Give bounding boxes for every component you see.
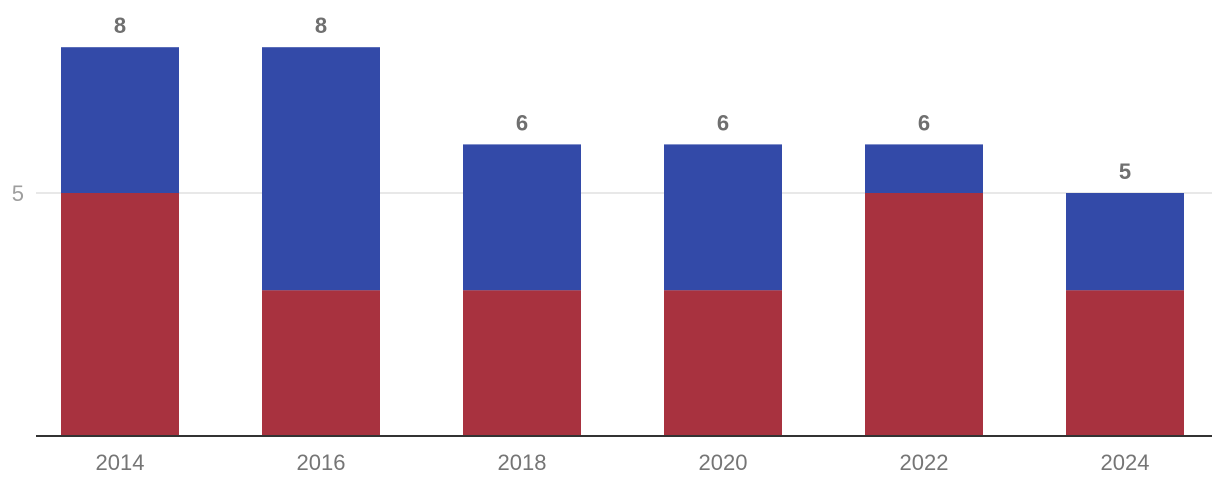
y-tick-label-0: 5 xyxy=(12,181,24,206)
total-label-2016: 8 xyxy=(315,13,327,38)
x-tick-labels: 2014 2016 2018 2020 2022 2024 xyxy=(96,450,1150,475)
bar-2022-series-0 xyxy=(865,193,983,436)
bar-2024-series-1 xyxy=(1066,193,1184,291)
x-tick-label-2014: 2014 xyxy=(96,450,145,475)
bar-2016-series-0 xyxy=(262,290,380,436)
bar-2014-series-0 xyxy=(61,193,179,436)
x-tick-label-2018: 2018 xyxy=(498,450,547,475)
x-tick-label-2020: 2020 xyxy=(699,450,748,475)
y-tick-labels: 5 xyxy=(12,181,24,206)
total-label-2020: 6 xyxy=(717,110,729,135)
bar-2020-series-0 xyxy=(664,290,782,436)
x-tick-label-2016: 2016 xyxy=(297,450,346,475)
x-tick-label-2022: 2022 xyxy=(900,450,949,475)
bar-2022-series-1 xyxy=(865,144,983,193)
bar-2014-series-1 xyxy=(61,47,179,194)
bar-2024-series-0 xyxy=(1066,290,1184,436)
bar-2018-series-1 xyxy=(463,144,581,291)
total-label-2024: 5 xyxy=(1119,159,1131,184)
x-tick-label-2024: 2024 xyxy=(1101,450,1150,475)
total-label-2022: 6 xyxy=(918,110,930,135)
bar-2016-series-1 xyxy=(262,47,380,291)
total-labels: 8 8 6 6 6 5 xyxy=(114,13,1131,184)
total-label-2018: 6 xyxy=(516,110,528,135)
bar-2020-series-1 xyxy=(664,144,782,291)
bars xyxy=(61,47,1184,436)
total-label-2014: 8 xyxy=(114,13,126,38)
bar-2018-series-0 xyxy=(463,290,581,436)
